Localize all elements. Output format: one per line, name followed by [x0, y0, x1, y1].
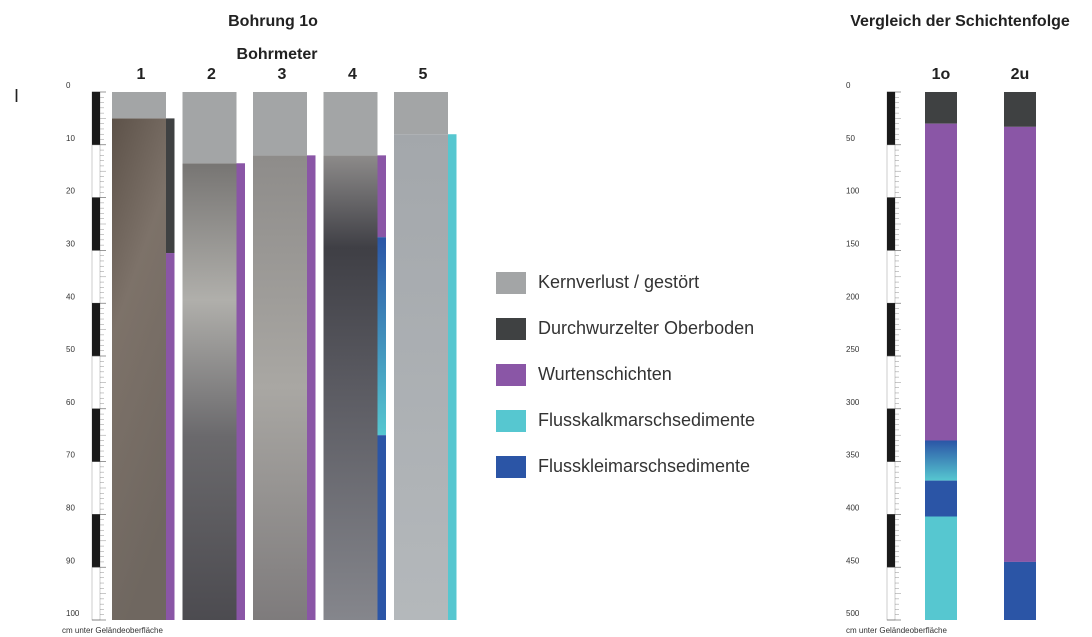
- legend-label: Kernverlust / gestört: [538, 272, 699, 292]
- tick-label: 30: [66, 240, 75, 249]
- core-label: 3: [278, 66, 287, 83]
- layer-bar: [378, 237, 387, 435]
- layer: [925, 124, 957, 441]
- core-label: 4: [348, 66, 357, 83]
- tick-label: 450: [846, 556, 860, 565]
- legend-swatch: [496, 318, 526, 340]
- layer-bar: [307, 155, 316, 620]
- ruler-block: [887, 409, 895, 462]
- tick-label: 250: [846, 345, 860, 354]
- layer: [1004, 562, 1036, 620]
- ruler-block: [92, 514, 100, 567]
- layer-bar: [166, 118, 175, 253]
- tick-label: 100: [846, 187, 860, 196]
- ruler-block: [887, 92, 895, 145]
- ruler-block: [92, 409, 100, 462]
- ruler-block: [92, 198, 100, 251]
- legend-swatch: [496, 364, 526, 386]
- left-title: Bohrung 1o: [228, 13, 318, 30]
- tick-label: 60: [66, 398, 75, 407]
- core-photo: [253, 155, 307, 620]
- layer-bar: [448, 134, 457, 620]
- left-axis-label: cm unter Geländeoberfläche: [62, 626, 164, 635]
- tick-label: 50: [846, 134, 855, 143]
- layer-bar: [378, 155, 387, 237]
- tick-label: 100: [66, 609, 80, 618]
- ruler-block: [92, 92, 100, 145]
- legend-swatch: [496, 272, 526, 294]
- tick-label: 0: [846, 81, 851, 90]
- core-loss: [324, 92, 378, 155]
- layer: [1004, 127, 1036, 562]
- legend-label: Durchwurzelter Oberboden: [538, 318, 754, 338]
- figure: I Bohrung 1o Bohrmeter cm unter Geländeo…: [0, 0, 1092, 637]
- core-photo: [112, 118, 166, 620]
- tick-label: 20: [66, 187, 75, 196]
- ruler-block: [887, 514, 895, 567]
- legend-label: Flusskleimarschsedimente: [538, 456, 750, 476]
- right-title: Vergleich der Schichtenfolge: [850, 13, 1070, 30]
- column-label: 2u: [1011, 66, 1030, 83]
- legend-label: Flusskalkmarschsedimente: [538, 410, 755, 430]
- tick-label: 150: [846, 240, 860, 249]
- layer-bar: [237, 163, 246, 620]
- layer: [925, 440, 957, 480]
- layer: [925, 517, 957, 620]
- tick-label: 200: [846, 292, 860, 301]
- tick-label: 50: [66, 345, 75, 354]
- ruler-block: [887, 198, 895, 251]
- left-subtitle: Bohrmeter: [237, 46, 318, 63]
- tick-label: 350: [846, 451, 860, 460]
- layer-bar: [166, 253, 175, 620]
- legend-swatch: [496, 410, 526, 432]
- core-photo: [324, 155, 378, 620]
- panel-letter: I: [14, 86, 19, 106]
- core-loss: [183, 92, 237, 163]
- tick-label: 90: [66, 556, 75, 565]
- tick-label: 10: [66, 134, 75, 143]
- ruler-block: [887, 303, 895, 356]
- core-photo: [394, 134, 448, 620]
- core-label: 5: [419, 66, 428, 83]
- ruler-block: [92, 303, 100, 356]
- tick-label: 500: [846, 609, 860, 618]
- core-loss: [112, 92, 166, 118]
- core-photo: [183, 163, 237, 620]
- right-axis-label: cm unter Geländeoberfläche: [846, 626, 948, 635]
- tick-label: 400: [846, 504, 860, 513]
- layer-bar: [378, 435, 387, 620]
- tick-label: 80: [66, 504, 75, 513]
- core-label: 2: [207, 66, 216, 83]
- layer: [925, 481, 957, 517]
- core-label: 1: [137, 66, 146, 83]
- column-label: 1o: [932, 66, 951, 83]
- legend-label: Wurtenschichten: [538, 364, 672, 384]
- tick-label: 300: [846, 398, 860, 407]
- legend-swatch: [496, 456, 526, 478]
- layer: [925, 92, 957, 124]
- core-loss: [253, 92, 307, 155]
- tick-label: 0: [66, 81, 71, 90]
- tick-label: 70: [66, 451, 75, 460]
- core-loss: [394, 92, 448, 134]
- layer: [1004, 92, 1036, 127]
- tick-label: 40: [66, 292, 75, 301]
